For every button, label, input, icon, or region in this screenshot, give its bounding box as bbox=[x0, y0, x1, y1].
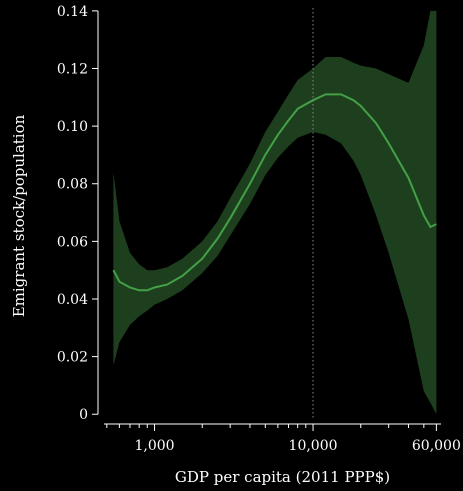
fitted-line bbox=[112, 93, 437, 292]
y-tick-label: 0.14 bbox=[57, 4, 88, 20]
confidence-band bbox=[113, 10, 437, 415]
x-tick-label: 10,000 bbox=[289, 438, 338, 454]
axes: 0 0.02 0.04 0.06 0.08 0.10 0.12 0.14 1,000 10,000… bbox=[57, 4, 461, 454]
y-tick-label: 0.10 bbox=[57, 119, 88, 135]
y-tick-label: 0 bbox=[79, 407, 88, 423]
plot-area bbox=[112, 8, 437, 420]
y-tick-label: 0.04 bbox=[57, 292, 88, 308]
x-axis-label: GDP per capita (2011 PPP$) bbox=[175, 468, 390, 486]
x-tick-label: 60,000 bbox=[412, 438, 461, 454]
x-tick-label: 1,000 bbox=[134, 438, 174, 454]
y-tick-label: 0.06 bbox=[57, 234, 88, 250]
y-axis-label: Emigrant stock/population bbox=[10, 114, 28, 317]
y-tick-label: 0.02 bbox=[57, 350, 88, 366]
y-tick-label: 0.08 bbox=[57, 177, 88, 193]
y-tick-label: 0.12 bbox=[57, 62, 88, 78]
